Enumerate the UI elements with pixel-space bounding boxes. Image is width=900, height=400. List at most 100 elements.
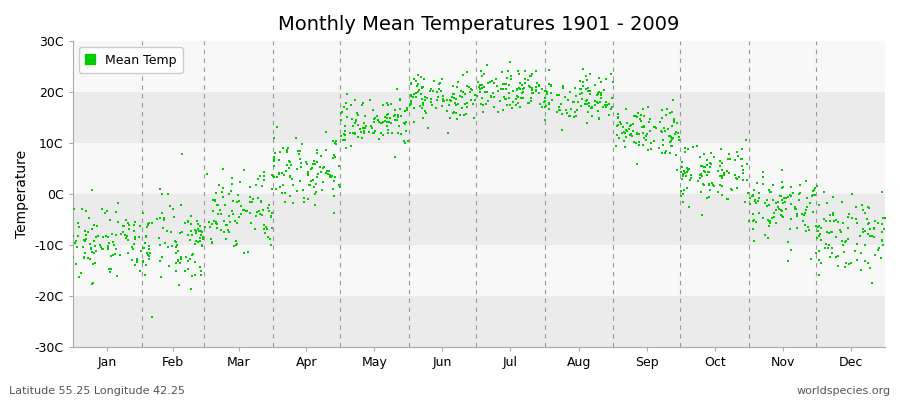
Point bbox=[365, 107, 380, 113]
Point bbox=[610, 123, 625, 130]
Point bbox=[524, 95, 538, 101]
Point bbox=[663, 143, 678, 149]
Point bbox=[158, 240, 172, 246]
Point bbox=[617, 143, 632, 150]
Point bbox=[865, 233, 879, 239]
Point bbox=[672, 133, 687, 140]
Point bbox=[339, 144, 354, 151]
Point bbox=[225, 175, 239, 181]
Point bbox=[454, 104, 469, 111]
Point bbox=[386, 113, 400, 119]
Point bbox=[105, 239, 120, 245]
Point bbox=[644, 140, 658, 146]
Point bbox=[803, 200, 817, 206]
Point bbox=[415, 84, 429, 91]
Point bbox=[340, 91, 355, 98]
Point bbox=[678, 169, 692, 176]
Point bbox=[721, 156, 735, 162]
Point bbox=[561, 96, 575, 103]
Point bbox=[72, 224, 86, 230]
Point bbox=[706, 183, 721, 189]
Point bbox=[809, 182, 824, 189]
Bar bbox=[73, 92, 885, 143]
Point bbox=[684, 175, 698, 182]
Point bbox=[338, 132, 352, 138]
Point bbox=[618, 134, 633, 140]
Point bbox=[251, 195, 266, 201]
Point bbox=[448, 110, 463, 116]
Point bbox=[156, 224, 170, 231]
Point bbox=[220, 221, 234, 228]
Point bbox=[529, 80, 544, 87]
Point bbox=[270, 123, 284, 130]
Point bbox=[562, 112, 577, 119]
Point bbox=[238, 208, 253, 214]
Point bbox=[858, 242, 872, 248]
Point bbox=[180, 219, 194, 225]
Point bbox=[348, 116, 363, 123]
Point bbox=[353, 126, 367, 132]
Point bbox=[432, 86, 446, 92]
Point bbox=[153, 258, 167, 264]
Point bbox=[691, 178, 706, 184]
Point bbox=[301, 170, 315, 176]
Point bbox=[500, 96, 514, 102]
Bar bbox=[73, 41, 885, 92]
Point bbox=[673, 169, 688, 176]
Point bbox=[749, 200, 763, 206]
Point bbox=[220, 227, 235, 233]
Point bbox=[552, 106, 566, 113]
Point bbox=[218, 202, 232, 208]
Point bbox=[468, 92, 482, 98]
Point bbox=[676, 170, 690, 177]
Point bbox=[654, 114, 669, 121]
Point bbox=[478, 88, 492, 95]
Point bbox=[784, 216, 798, 222]
Point bbox=[681, 167, 696, 174]
Point bbox=[655, 107, 670, 114]
Point bbox=[632, 131, 646, 138]
Point bbox=[487, 94, 501, 100]
Point bbox=[822, 229, 836, 236]
Point bbox=[272, 170, 286, 176]
Point bbox=[696, 181, 710, 188]
Point bbox=[778, 206, 793, 212]
Point bbox=[579, 86, 593, 92]
Point bbox=[209, 219, 223, 225]
Point bbox=[380, 115, 394, 121]
Point bbox=[260, 204, 274, 211]
Point bbox=[346, 123, 360, 130]
Point bbox=[464, 86, 479, 93]
Point bbox=[590, 108, 605, 114]
Point bbox=[713, 182, 727, 188]
Point bbox=[453, 92, 467, 99]
Point bbox=[575, 90, 590, 96]
Point bbox=[212, 206, 227, 213]
Point bbox=[537, 104, 552, 110]
Point bbox=[796, 212, 811, 218]
Point bbox=[812, 232, 826, 239]
Point bbox=[136, 259, 150, 265]
Point bbox=[238, 207, 252, 214]
Point bbox=[807, 192, 822, 199]
Point bbox=[675, 158, 689, 165]
Point bbox=[209, 190, 223, 196]
Point bbox=[209, 220, 223, 226]
Point bbox=[89, 234, 104, 240]
Point bbox=[776, 214, 790, 221]
Point bbox=[841, 214, 855, 220]
Point bbox=[269, 186, 284, 193]
Point bbox=[862, 220, 877, 226]
Point bbox=[844, 191, 859, 197]
Point bbox=[826, 210, 841, 216]
Point bbox=[590, 92, 604, 98]
Point bbox=[426, 88, 440, 94]
Point bbox=[275, 170, 290, 176]
Point bbox=[388, 116, 402, 123]
Point bbox=[680, 165, 694, 171]
Point bbox=[746, 211, 760, 217]
Point bbox=[652, 118, 667, 125]
Point bbox=[474, 95, 489, 102]
Point bbox=[98, 210, 112, 217]
Point bbox=[85, 226, 99, 232]
